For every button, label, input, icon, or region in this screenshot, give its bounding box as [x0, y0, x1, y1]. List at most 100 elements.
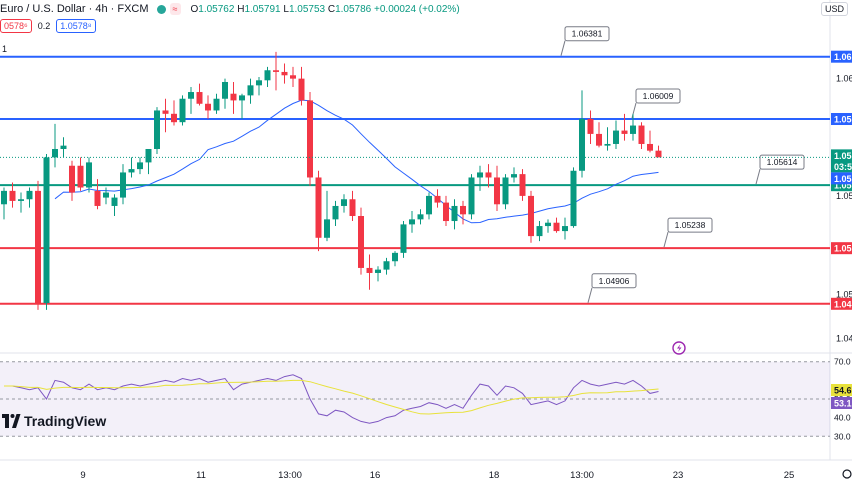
buy-button[interactable]: 1.0578⁸ — [56, 19, 96, 33]
candle — [366, 254, 373, 290]
candle-body — [18, 199, 24, 201]
candle-body — [400, 224, 407, 253]
x-tick-label: 11 — [196, 470, 206, 481]
candle — [383, 257, 390, 275]
candle-body — [86, 162, 92, 188]
candle-body — [9, 190, 16, 201]
candle — [188, 87, 194, 114]
y-tick-label: 1.06 — [836, 74, 852, 84]
rsi-badge-label: 54.6 — [834, 386, 852, 396]
candle — [324, 190, 330, 242]
candle-body — [383, 261, 390, 270]
price-axis-badge — [831, 149, 852, 162]
sell-button[interactable]: 0578⁶ — [0, 19, 32, 33]
candle-body — [179, 98, 186, 123]
candle-body — [94, 190, 101, 206]
candle — [94, 179, 101, 210]
candle — [604, 127, 611, 151]
candle — [536, 221, 543, 242]
candle-body — [239, 95, 245, 101]
level-callout-label: 1.04906 — [599, 276, 630, 286]
currency-button[interactable]: USD — [820, 2, 848, 16]
candle-body — [213, 98, 220, 111]
candle — [434, 189, 441, 208]
candle — [638, 122, 645, 149]
candle — [196, 83, 203, 106]
candle — [120, 164, 126, 205]
candle — [562, 217, 568, 240]
approx-badge: ≈ — [169, 3, 181, 15]
candle — [290, 66, 296, 88]
candle-body — [315, 177, 322, 238]
level-axis-badge — [831, 50, 852, 63]
candle-body — [256, 80, 262, 86]
candle — [485, 164, 492, 188]
candle-body — [273, 70, 279, 72]
level-callout-box — [564, 26, 610, 42]
price-axis-badge-label: 03:5 — [834, 162, 852, 172]
candle — [213, 93, 220, 114]
level-callout-label: 1.05238 — [675, 220, 706, 230]
level-callout-box — [591, 273, 637, 289]
candle-body — [171, 113, 177, 123]
low-value: 1.05753 — [288, 3, 326, 15]
level-axis-badge — [831, 297, 852, 310]
candle — [205, 95, 211, 119]
change-value: +0.00024 (+0.02%) — [374, 3, 460, 15]
candle — [247, 78, 254, 104]
candle — [621, 113, 628, 141]
candle — [60, 137, 67, 158]
candle-body — [52, 148, 58, 158]
candle-body — [162, 110, 169, 114]
candle — [307, 92, 313, 186]
candle — [137, 157, 143, 175]
market-open-icon — [156, 4, 166, 14]
candle — [1, 187, 7, 220]
candle — [179, 95, 186, 126]
candle-body — [630, 125, 636, 134]
level-axis-badge — [831, 242, 852, 255]
candle-body — [60, 145, 67, 149]
candle-body — [485, 172, 492, 178]
symbol-title[interactable]: Euro / U.S. Dollar · 4h · FXCM — [0, 3, 149, 15]
candle-body — [519, 174, 526, 196]
candle-body — [358, 216, 364, 268]
candle — [655, 145, 662, 158]
price-axis-badge-label: 1.05 — [834, 151, 852, 161]
moving-average-line — [54, 99, 659, 224]
candle-body — [69, 165, 75, 193]
candle-body — [553, 222, 560, 232]
tradingview-logo — [2, 414, 21, 428]
candle — [579, 90, 585, 178]
candle-body — [366, 267, 373, 273]
candle-body — [494, 177, 500, 205]
price-axis-badge — [831, 160, 852, 173]
candle-body — [111, 197, 118, 206]
candle — [460, 200, 466, 225]
level-callout-label: 1.06009 — [643, 91, 674, 101]
candle — [26, 187, 33, 208]
candle-body — [341, 199, 347, 206]
candle — [630, 113, 636, 141]
level-callout-pointer — [755, 169, 761, 185]
candle — [392, 251, 398, 267]
candle-body — [536, 226, 543, 237]
candle-body — [77, 165, 84, 188]
candle-body — [417, 214, 424, 220]
chart-header: Euro / U.S. Dollar · 4h · FXCM ≈ O1.0576… — [0, 0, 460, 18]
candle — [375, 266, 381, 282]
candle — [18, 192, 24, 213]
candle-body — [43, 157, 50, 304]
level-callout-box — [635, 88, 681, 104]
candle — [596, 122, 602, 148]
y-tick-label: 1.05 — [836, 290, 852, 300]
candle-body — [332, 205, 339, 220]
candle — [477, 165, 483, 191]
candle-body — [264, 70, 271, 81]
candle — [9, 182, 16, 208]
candle — [281, 63, 288, 84]
candle — [111, 194, 118, 217]
candle-body — [188, 92, 194, 99]
candle — [222, 78, 228, 109]
